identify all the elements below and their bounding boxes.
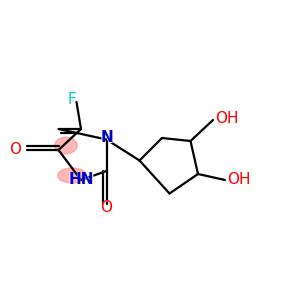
Text: HN: HN <box>68 172 94 188</box>
Text: O: O <box>9 142 21 158</box>
Text: OH: OH <box>227 171 253 189</box>
Text: F: F <box>67 91 77 109</box>
Text: O: O <box>100 199 113 217</box>
Text: O: O <box>100 200 112 215</box>
Text: OH: OH <box>227 172 251 188</box>
Text: OH: OH <box>215 111 239 126</box>
Text: O: O <box>8 141 22 159</box>
Ellipse shape <box>55 137 77 154</box>
Text: N: N <box>100 130 113 146</box>
Text: OH: OH <box>215 110 241 128</box>
Ellipse shape <box>58 168 86 183</box>
Text: F: F <box>68 92 76 107</box>
Text: N: N <box>100 129 113 147</box>
Text: HN: HN <box>67 171 95 189</box>
